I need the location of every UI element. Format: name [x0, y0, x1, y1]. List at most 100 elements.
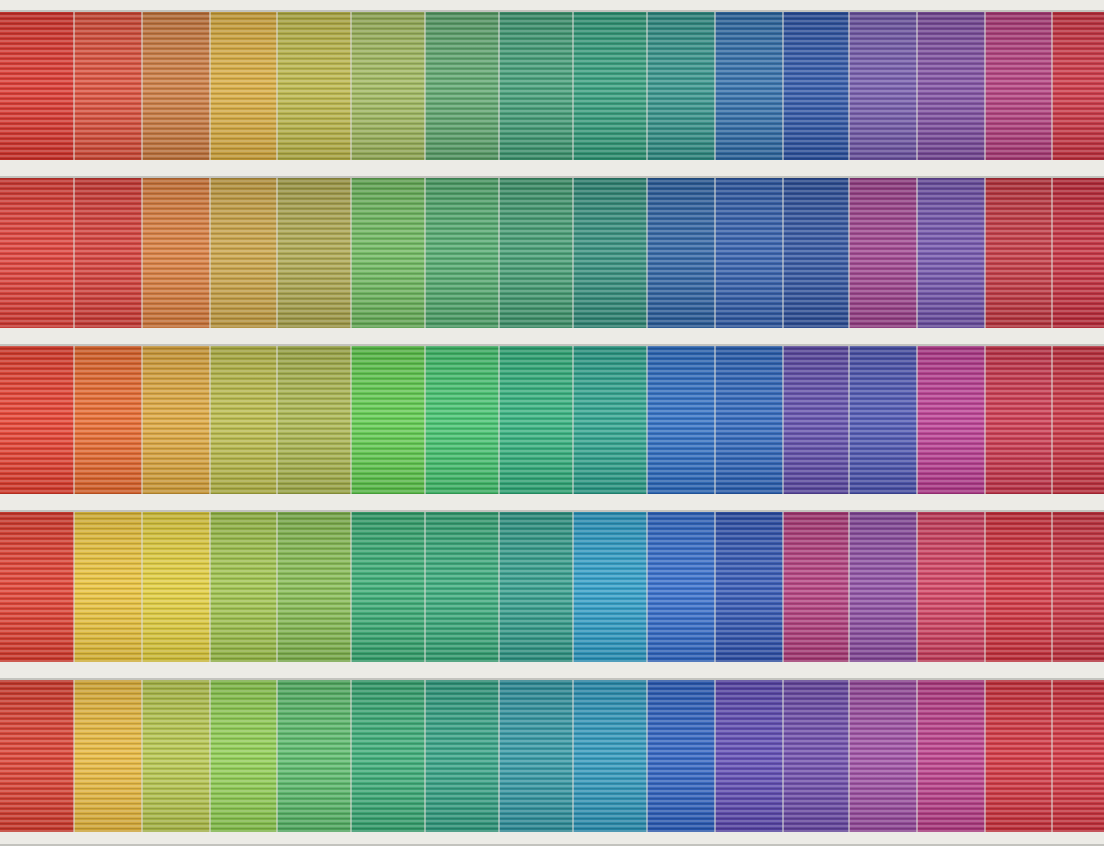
panel-shading	[647, 346, 715, 494]
window-mullion	[572, 512, 574, 662]
window-mullion	[209, 346, 211, 494]
floor-slab	[0, 494, 1104, 512]
window-mullion	[984, 680, 986, 832]
window-mullion	[848, 12, 850, 160]
window-mullion	[984, 512, 986, 662]
window-mullion	[350, 512, 352, 662]
panel-shading	[573, 512, 647, 662]
panel-shading	[783, 12, 849, 160]
window-mullion	[916, 680, 918, 832]
panel-shading	[210, 680, 277, 832]
panel-shading	[917, 346, 985, 494]
panel-shading	[1052, 346, 1104, 494]
window-mullion	[572, 178, 574, 328]
window-mullion	[276, 512, 278, 662]
window-mullion	[572, 12, 574, 160]
window-mullion	[572, 346, 574, 494]
window-mullion	[714, 512, 716, 662]
panel-shading	[783, 512, 849, 662]
panel-shading	[142, 346, 210, 494]
window-mullion	[646, 346, 648, 494]
window-mullion	[73, 346, 75, 494]
panel-shading	[715, 512, 783, 662]
panel-shading	[277, 178, 351, 328]
window-mullion	[714, 346, 716, 494]
panel-shading	[142, 680, 210, 832]
panel-shading	[985, 178, 1052, 328]
panel-shading	[0, 12, 74, 160]
panel-shading	[142, 512, 210, 662]
window-mullion	[848, 680, 850, 832]
panel-shading	[351, 12, 425, 160]
panel-shading	[277, 12, 351, 160]
window-mullion	[350, 680, 352, 832]
slab-shadow	[0, 678, 1104, 680]
window-mullion	[916, 512, 918, 662]
panel-shading	[425, 680, 499, 832]
panel-shading	[351, 512, 425, 662]
window-mullion	[646, 12, 648, 160]
window-mullion	[782, 346, 784, 494]
panel-shading	[277, 680, 351, 832]
panel-shading	[647, 680, 715, 832]
panel-shading	[783, 680, 849, 832]
panel-shading	[210, 346, 277, 494]
panel-shading	[573, 680, 647, 832]
window-mullion	[714, 178, 716, 328]
panel-shading	[499, 178, 573, 328]
window-mullion	[646, 512, 648, 662]
panel-shading	[351, 680, 425, 832]
panel-shading	[1052, 12, 1104, 160]
window-mullion	[141, 346, 143, 494]
window-mullion	[73, 512, 75, 662]
panel-shading	[917, 12, 985, 160]
panel-shading	[917, 178, 985, 328]
window-mullion	[498, 346, 500, 494]
slab-shadow	[0, 844, 1104, 846]
panel-shading	[74, 346, 142, 494]
window-mullion	[350, 12, 352, 160]
window-mullion	[350, 346, 352, 494]
floor-slab	[0, 0, 1104, 12]
window-mullion	[646, 178, 648, 328]
slab-shadow	[0, 510, 1104, 512]
panel-shading	[210, 12, 277, 160]
panel-shading	[985, 512, 1052, 662]
panel-shading	[74, 178, 142, 328]
panel-shading	[499, 346, 573, 494]
panel-shading	[499, 680, 573, 832]
panel-shading	[1052, 680, 1104, 832]
panel-shading	[74, 680, 142, 832]
panel-shading	[573, 12, 647, 160]
panel-shading	[277, 512, 351, 662]
window-mullion	[73, 178, 75, 328]
panel-shading	[499, 12, 573, 160]
panel-shading	[985, 346, 1052, 494]
window-mullion	[1051, 178, 1053, 328]
window-mullion	[276, 680, 278, 832]
window-mullion	[984, 346, 986, 494]
panel-shading	[849, 346, 917, 494]
window-mullion	[782, 680, 784, 832]
panel-shading	[425, 346, 499, 494]
window-mullion	[73, 12, 75, 160]
panel-shading	[985, 12, 1052, 160]
floor-slab	[0, 832, 1104, 846]
panel-shading	[647, 12, 715, 160]
panel-shading	[1052, 178, 1104, 328]
panel-shading	[917, 680, 985, 832]
window-mullion	[782, 12, 784, 160]
panel-shading	[425, 512, 499, 662]
window-mullion	[1051, 346, 1053, 494]
window-mullion	[276, 346, 278, 494]
window-mullion	[276, 12, 278, 160]
panel-shading	[783, 346, 849, 494]
window-mullion	[1051, 12, 1053, 160]
window-mullion	[1051, 680, 1053, 832]
panel-shading	[715, 12, 783, 160]
panel-shading	[351, 178, 425, 328]
panel-shading	[499, 512, 573, 662]
panel-shading	[849, 512, 917, 662]
